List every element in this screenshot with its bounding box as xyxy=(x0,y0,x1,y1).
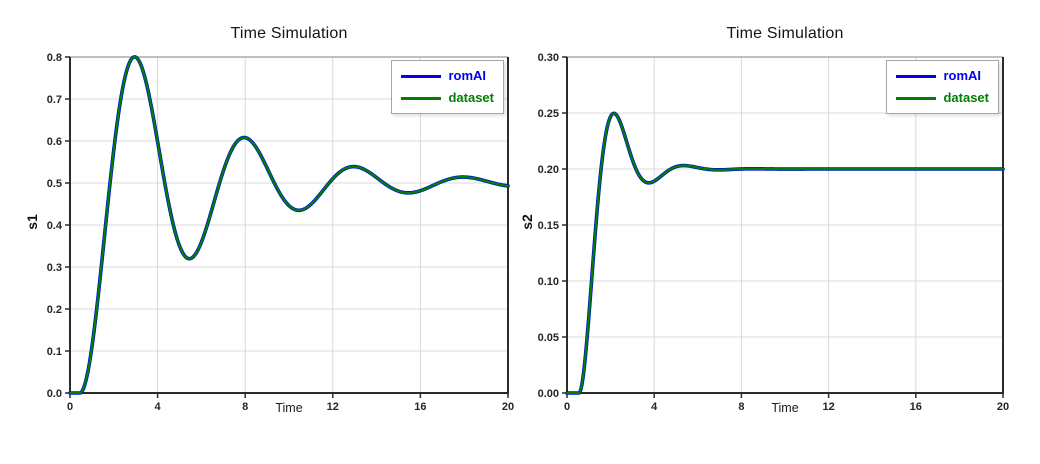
series-romai-line xyxy=(565,111,1005,395)
y-tick-label: 0.1 xyxy=(47,346,62,358)
x-tick-label: 4 xyxy=(155,401,162,413)
y-tick-label: 0.00 xyxy=(538,388,559,400)
y-tick-label: 0.15 xyxy=(538,220,559,232)
chart-title: Time Simulation xyxy=(726,25,844,42)
x-tick-label: 20 xyxy=(502,401,514,413)
legend-label-dataset: dataset xyxy=(943,90,989,105)
legend-item-romai: romAI xyxy=(896,66,989,86)
y-tick-label: 0.10 xyxy=(538,276,559,288)
y-axis-label: s1 xyxy=(24,214,40,230)
x-tick-label: 12 xyxy=(327,401,339,413)
legend: romAI dataset xyxy=(886,60,999,114)
legend: romAI dataset xyxy=(391,60,504,114)
x-axis-label: Time xyxy=(771,401,799,415)
plot-canvas-s2: 0 4 8 12 16 20 0.00 0.05 0.10 0.15 0.20 0.25 0.30 xyxy=(538,52,1010,413)
legend-label-dataset: dataset xyxy=(448,90,494,105)
axis-ticks: 0 4 8 12 16 20 0.00 0.05 0.10 0.15 0.20 0.25 0.30 xyxy=(538,52,1010,413)
x-axis-label: Time xyxy=(275,401,303,415)
x-tick-label: 8 xyxy=(738,401,744,413)
chart-s1: 0 4 8 12 16 20 0.0 0.1 0.2 0.3 0.4 0.5 0.6 0.7 0.8 Tim… xyxy=(24,25,514,415)
y-tick-label: 0.6 xyxy=(47,136,62,148)
legend-item-dataset: dataset xyxy=(401,88,494,108)
y-tick-label: 0.20 xyxy=(538,164,559,176)
romai-line-swatch xyxy=(401,74,442,78)
dataset-line-swatch xyxy=(896,96,937,100)
y-tick-label: 0.8 xyxy=(47,52,62,64)
x-tick-label: 16 xyxy=(910,401,922,413)
axis-ticks: 0 4 8 12 16 20 0.0 0.1 0.2 0.3 0.4 0.5 0.6 0.7 0.8 xyxy=(47,52,514,413)
y-axis-label: s2 xyxy=(519,214,535,230)
plot-canvas-s1: 0 4 8 12 16 20 0.0 0.1 0.2 0.3 0.4 0.5 0.6 0.7 0.8 xyxy=(47,52,514,413)
y-tick-label: 0.3 xyxy=(47,262,62,274)
x-tick-label: 0 xyxy=(67,401,73,413)
x-tick-label: 0 xyxy=(564,401,570,413)
dataset-line-swatch xyxy=(401,96,442,100)
legend-item-romai: romAI xyxy=(401,66,494,86)
romai-line-swatch xyxy=(896,74,937,78)
y-tick-label: 0.0 xyxy=(47,388,62,400)
y-tick-label: 0.5 xyxy=(47,178,62,190)
x-tick-label: 16 xyxy=(414,401,426,413)
legend-item-dataset: dataset xyxy=(896,88,989,108)
x-tick-label: 8 xyxy=(242,401,248,413)
y-tick-label: 0.4 xyxy=(47,220,63,232)
legend-label-romai: romAI xyxy=(943,68,982,83)
y-tick-label: 0.30 xyxy=(538,52,559,64)
y-tick-label: 0.25 xyxy=(538,108,559,120)
x-tick-label: 4 xyxy=(651,401,658,413)
x-tick-label: 12 xyxy=(822,401,834,413)
series-dataset-line xyxy=(68,55,510,395)
chart-title: Time Simulation xyxy=(230,25,348,42)
chart-s2: 0 4 8 12 16 20 0.00 0.05 0.10 0.15 0.20 0.25 0.30 Ti… xyxy=(519,0,1040,464)
y-tick-label: 0.05 xyxy=(538,332,559,344)
gridlines xyxy=(70,57,508,393)
y-tick-label: 0.2 xyxy=(47,304,62,316)
series-dataset-line xyxy=(565,112,1005,395)
y-tick-label: 0.7 xyxy=(47,94,62,106)
x-tick-label: 20 xyxy=(997,401,1009,413)
legend-label-romai: romAI xyxy=(448,68,487,83)
